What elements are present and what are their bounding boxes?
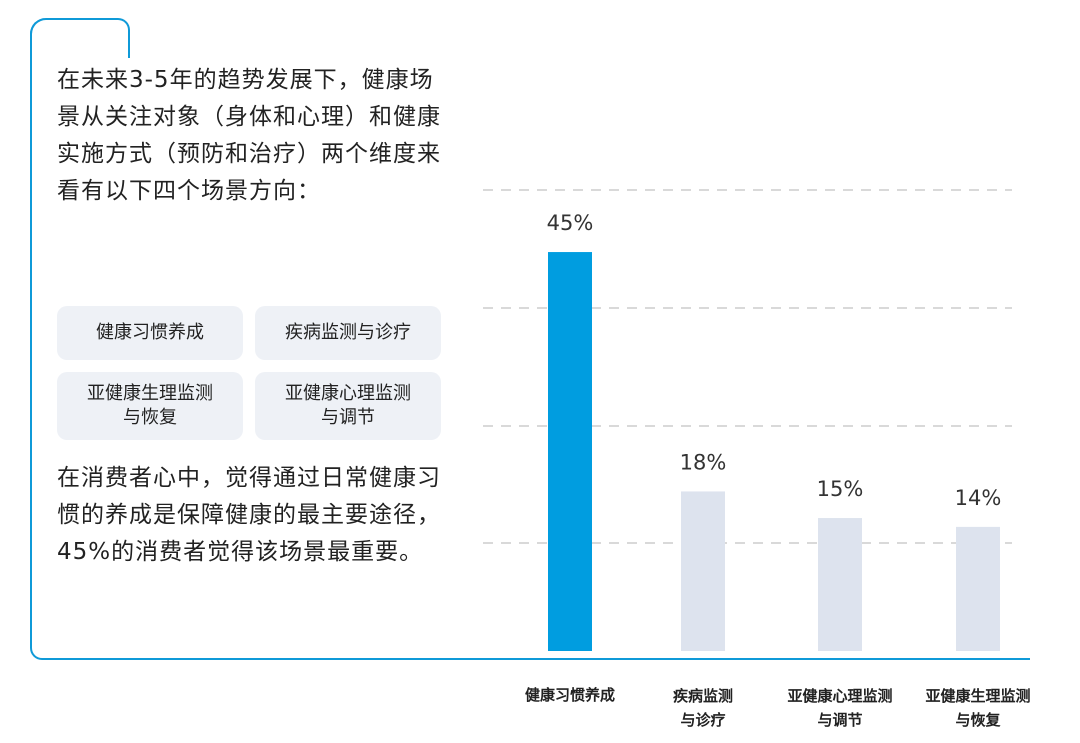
category-label-3-1: 与恢复: [955, 711, 1001, 729]
value-label-0: 45%: [547, 211, 594, 235]
scenario-tag-habit: 健康习惯养成: [57, 306, 243, 360]
summary-paragraph: 在消费者心中，觉得通过日常健康习惯的养成是保障健康的最主要途径，45%的消费者觉…: [57, 465, 441, 565]
category-label-3-0: 亚健康生理监测: [925, 687, 1030, 705]
value-label-2: 15%: [817, 477, 864, 501]
category-label-1-0: 疾病监测: [673, 687, 733, 705]
value-label-1: 18%: [680, 450, 727, 474]
bar-2: [818, 518, 862, 651]
bar-0: [548, 252, 592, 652]
bar-1: [681, 491, 725, 651]
scenario-tag-physio: 亚健康生理监测 与恢复: [57, 372, 243, 440]
bar-3: [956, 526, 1000, 651]
scenario-tag-psych: 亚健康心理监测 与调节: [255, 372, 441, 440]
content-frame: [30, 18, 1030, 660]
category-label-2-0: 亚健康心理监测: [787, 687, 892, 705]
category-label-2-1: 与调节: [817, 711, 862, 729]
category-label-1-1: 与诊疗: [680, 711, 725, 729]
intro-paragraph: 在未来3-5年的趋势发展下，健康场景从关注对象（身体和心理）和健康实施方式（预防…: [57, 67, 441, 204]
frame-tab-decoration: [30, 18, 130, 58]
scenario-tag-disease: 疾病监测与诊疗: [255, 306, 441, 360]
value-label-3: 14%: [955, 486, 1002, 510]
scenario-tag-grid: 健康习惯养成 疾病监测与诊疗 亚健康生理监测 与恢复 亚健康心理监测 与调节: [57, 306, 442, 440]
category-label-0-0: 健康习惯养成: [525, 686, 615, 704]
